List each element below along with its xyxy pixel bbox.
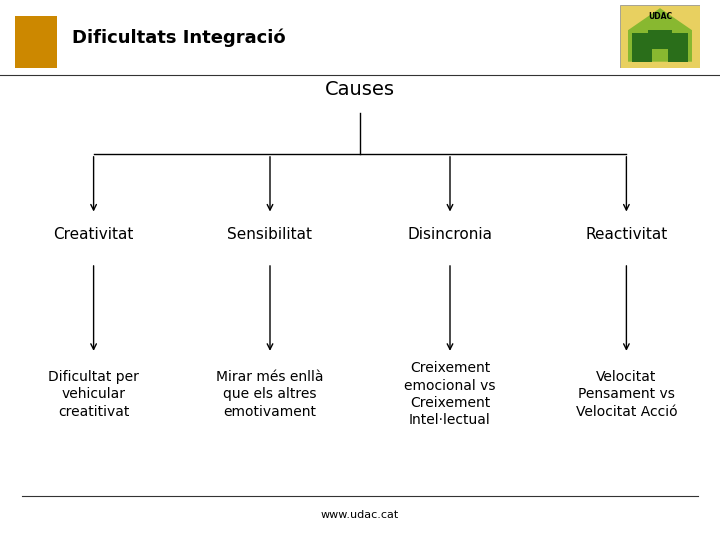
Text: Creativitat: Creativitat [53, 227, 134, 242]
Text: Dificultats Integració: Dificultats Integració [72, 29, 286, 47]
Text: UDAC: UDAC [648, 12, 672, 21]
Text: www.udac.cat: www.udac.cat [321, 510, 399, 519]
Bar [15, 16, 57, 68]
Polygon shape [628, 8, 692, 62]
Text: Disincronia: Disincronia [408, 227, 492, 242]
Bar [632, 33, 652, 62]
Bar [668, 33, 688, 62]
Text: Mirar més enllà
que els altres
emotivament: Mirar més enllà que els altres emotivame… [216, 370, 324, 418]
Text: Causes: Causes [325, 79, 395, 99]
Text: Sensibilitat: Sensibilitat [228, 227, 312, 242]
Text: Reactivitat: Reactivitat [585, 227, 667, 242]
Text: Creixement
emocional vs
Creixement
Intel·lectual: Creixement emocional vs Creixement Intel… [404, 361, 496, 427]
Text: Velocitat
Pensament vs
Velocitat Acció: Velocitat Pensament vs Velocitat Acció [575, 370, 678, 418]
Bar [648, 30, 672, 49]
Text: Dificultat per
vehicular
creatitivat: Dificultat per vehicular creatitivat [48, 370, 139, 418]
